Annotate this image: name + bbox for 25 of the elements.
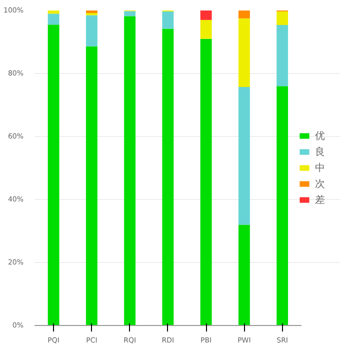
- bar: [124, 16, 136, 326]
- legend-label: 差: [315, 194, 326, 206]
- bar: [86, 10, 98, 14]
- legend-label: 优: [315, 130, 326, 142]
- bar: [276, 24, 288, 86]
- bar: [48, 24, 60, 326]
- bar: [162, 28, 174, 326]
- bar: [48, 14, 60, 25]
- bar: [48, 10, 60, 14]
- bar: [238, 87, 250, 225]
- bar: [86, 15, 98, 46]
- legend-label: 次: [315, 178, 326, 190]
- bar: [200, 10, 212, 20]
- bar: [276, 11, 288, 25]
- bar: [200, 38, 212, 326]
- legend-label: 良: [315, 146, 326, 158]
- bar: [238, 224, 250, 326]
- bar: [276, 86, 288, 326]
- bar: [162, 11, 174, 29]
- bar: [238, 18, 250, 88]
- bar: [200, 20, 212, 39]
- bar: [86, 46, 98, 326]
- bar: [124, 11, 136, 16]
- legend-label: 中: [315, 162, 326, 174]
- bar: [238, 10, 250, 18]
